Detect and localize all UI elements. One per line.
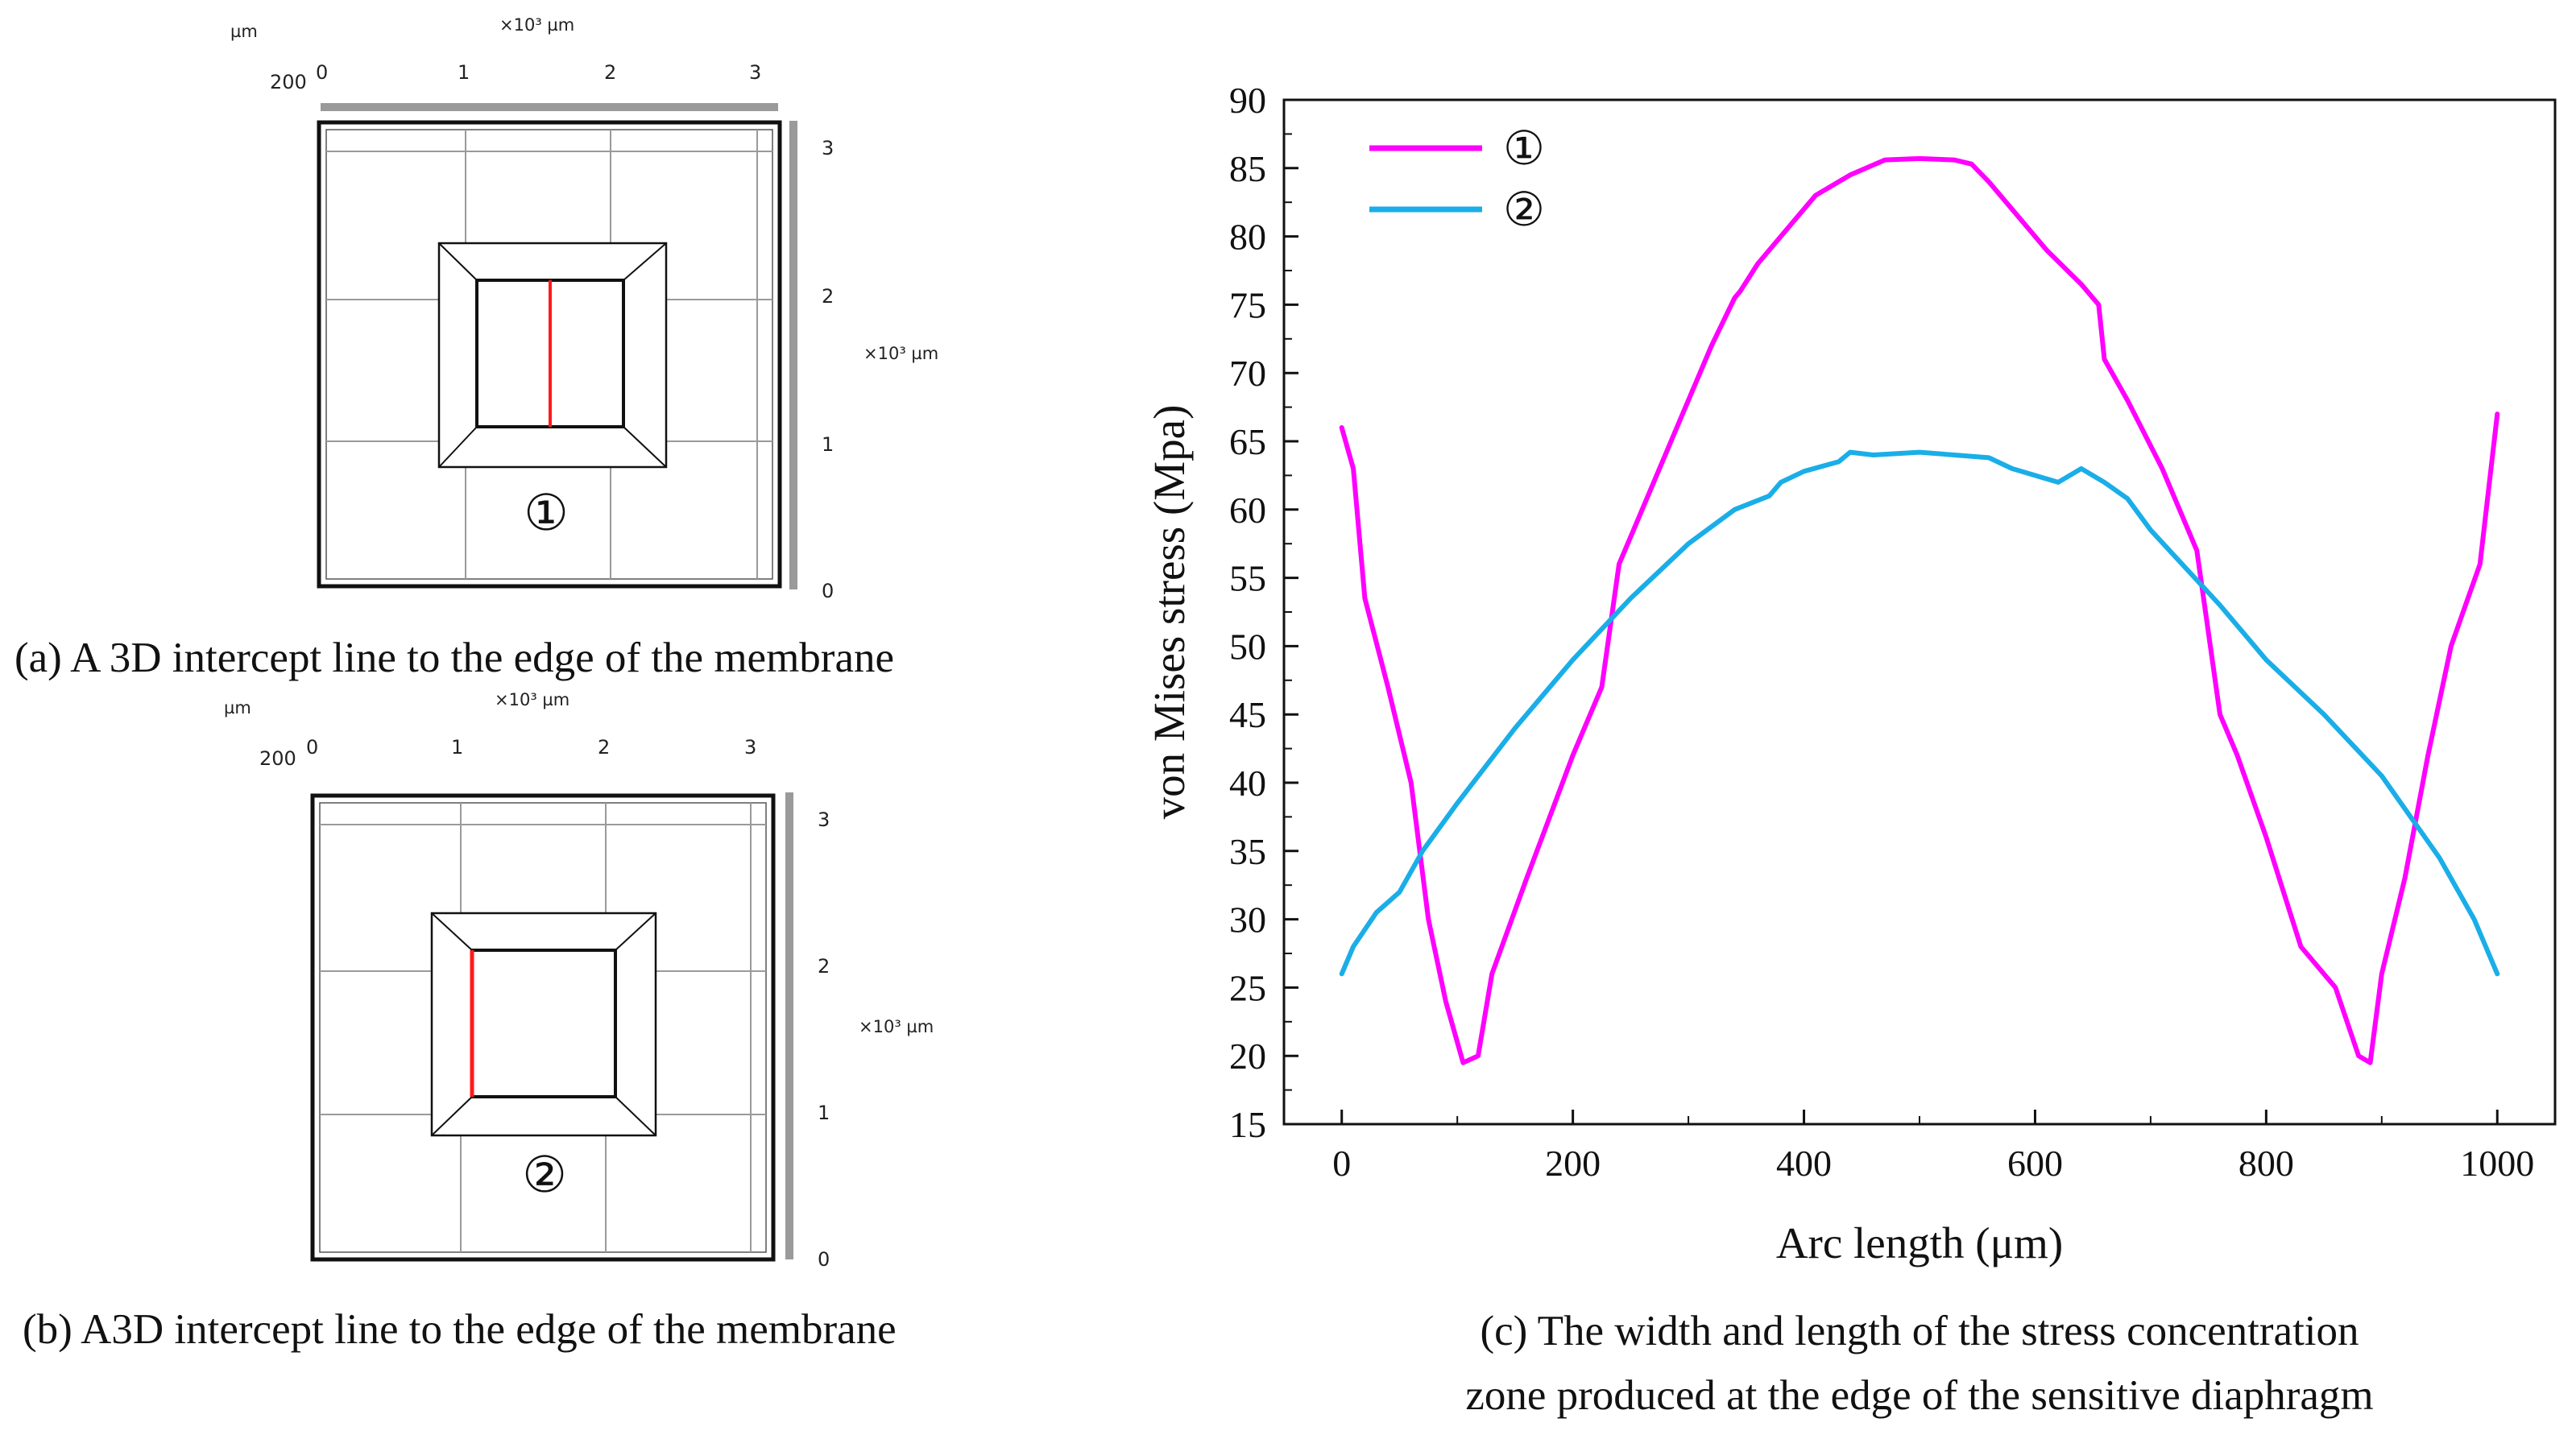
panel-a-right-tick: 1	[822, 433, 834, 456]
panel-a-outer-frame	[317, 120, 782, 589]
panel-b-top-tick: 1	[451, 736, 463, 759]
panel-c-caption-line2: zone produced at the edge of the sensiti…	[1465, 1372, 2373, 1419]
panel-a-right-tick: 3	[822, 137, 834, 159]
panel-a-top-ticks: 0 1 2 3	[316, 61, 761, 84]
panel-b-top-ticks: 0 1 2 3	[306, 736, 756, 759]
chart-axes: 15 20 25 30 35 40 45 50 55 60 65 70 75 80 85 90 0 200 400 6…	[1229, 80, 2534, 1184]
panel-a-unit-right: ×10³ µm	[863, 344, 938, 363]
panel-c-caption-line1: (c) The width and length of the stress c…	[1480, 1308, 2359, 1354]
panel-b-right-tick: 2	[818, 955, 830, 978]
panel-a-unit-left: µm	[230, 22, 258, 41]
panel-b-right-tick: 0	[818, 1248, 830, 1271]
panel-b-right-tick: 1	[818, 1102, 830, 1124]
chart-legend: ①②	[1369, 122, 1545, 236]
x-axis-label: Arc length (μm)	[1776, 1218, 2063, 1267]
y-tick-label: 25	[1229, 967, 1266, 1008]
y-tick-label: 40	[1229, 763, 1266, 804]
y-tick-label: 55	[1229, 558, 1266, 599]
y-tick-label: 60	[1229, 490, 1266, 531]
panel-a-top-axis-bar	[321, 103, 778, 111]
y-tick-label: 35	[1229, 831, 1266, 872]
panel-b-right-axis-bar	[785, 792, 793, 1259]
panel-b-diaphragm	[430, 912, 657, 1137]
x-tick-label: 800	[2238, 1143, 2294, 1184]
panel-c-stress-chart: 15 20 25 30 35 40 45 50 55 60 65 70 75 80 85 90 0 200 400 6…	[1145, 80, 2557, 1419]
y-tick-label: 20	[1229, 1036, 1266, 1077]
series-line-1	[1339, 155, 2500, 1065]
panel-a-right-tick: 2	[822, 285, 834, 308]
panel-a-top-tick: 3	[749, 61, 761, 84]
panel-b-top-tick: 3	[744, 736, 756, 759]
panel-a-geometry-view: µm ×10³ µm 200 0 1 2 3 3 2 1 0 ×10³ µm	[14, 15, 938, 681]
panel-b-right-ticks: 3 2 1 0	[818, 808, 830, 1271]
y-tick-label: 70	[1229, 353, 1266, 394]
panel-a-right-axis-bar	[789, 121, 797, 589]
panel-a-corner-label: 200	[270, 71, 307, 93]
panel-a-marker: ①	[524, 486, 569, 541]
legend-label-1: ①	[1503, 122, 1545, 175]
panel-a-right-ticks: 3 2 1 0	[822, 137, 834, 602]
panel-a-right-tick: 0	[822, 580, 834, 602]
panel-b-unit-top: ×10³ µm	[495, 690, 569, 709]
chart-series	[1339, 155, 2500, 1065]
x-tick-label: 600	[2007, 1143, 2063, 1184]
panel-b-marker: ②	[522, 1148, 567, 1203]
panel-b-inner-frame	[319, 802, 767, 1253]
series-line-2	[1339, 449, 2500, 977]
y-tick-label: 75	[1229, 284, 1266, 325]
y-axis-label: von Mises stress (Mpa)	[1145, 405, 1194, 820]
panel-b-unit-right: ×10³ µm	[859, 1017, 934, 1036]
x-tick-label: 200	[1545, 1143, 1601, 1184]
panel-a-caption: (a) A 3D intercept line to the edge of t…	[14, 635, 894, 681]
x-tick-label: 1000	[2460, 1143, 2534, 1184]
panel-b-unit-left: µm	[224, 698, 251, 717]
y-tick-label: 15	[1229, 1104, 1266, 1145]
panel-a-top-tick: 0	[316, 61, 328, 84]
panel-b-right-tick: 3	[818, 808, 830, 831]
y-tick-label: 90	[1229, 80, 1266, 121]
y-tick-label: 50	[1229, 626, 1266, 667]
panel-a-unit-top: ×10³ µm	[499, 15, 574, 35]
panel-b-corner-label: 200	[259, 747, 296, 770]
panel-a-diaphragm	[437, 242, 668, 469]
panel-b-caption: (b) A3D intercept line to the edge of th…	[23, 1306, 897, 1353]
panel-a-top-tick: 2	[604, 61, 616, 84]
y-tick-label: 85	[1229, 148, 1266, 189]
panel-a-top-tick: 1	[458, 61, 470, 84]
y-tick-label: 45	[1229, 694, 1266, 735]
legend-label-2: ②	[1503, 184, 1545, 236]
plot-frame	[1282, 98, 2557, 1126]
panel-b-top-tick: 2	[598, 736, 610, 759]
panel-b-geometry-view: µm ×10³ µm 200 0 1 2 3 3 2 1 0 ×10³ µm	[23, 690, 934, 1353]
panel-b-top-tick: 0	[306, 736, 318, 759]
panel-b-outer-frame	[310, 793, 776, 1262]
y-tick-label: 80	[1229, 217, 1266, 258]
y-tick-label: 65	[1229, 421, 1266, 462]
panel-a-inner-frame	[325, 129, 773, 580]
y-tick-label: 30	[1229, 899, 1266, 941]
x-tick-label: 0	[1332, 1143, 1351, 1184]
x-tick-label: 400	[1776, 1143, 1832, 1184]
